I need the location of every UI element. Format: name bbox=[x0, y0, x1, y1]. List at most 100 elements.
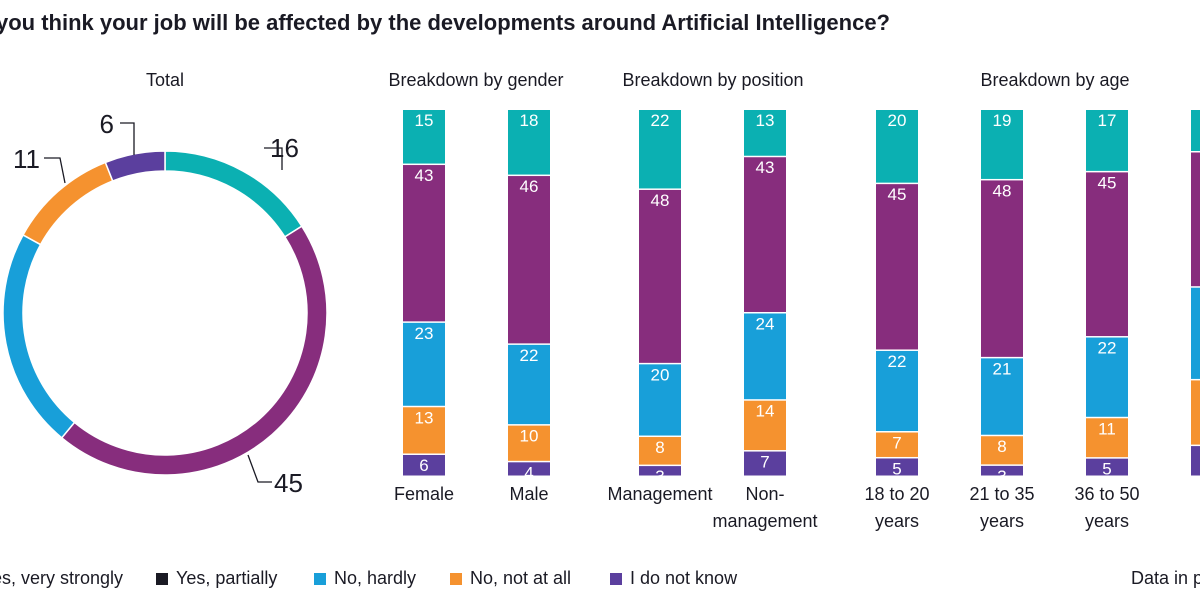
bar-segment bbox=[639, 364, 681, 436]
donut-data-label: 11 bbox=[13, 144, 40, 174]
bar-data-label: 46 bbox=[520, 177, 539, 196]
bar-data-label: 48 bbox=[993, 181, 1012, 200]
legend-swatch bbox=[610, 573, 622, 585]
section-age-label: Breakdown by age bbox=[980, 70, 1130, 90]
bar-data-label: 45 bbox=[888, 185, 907, 204]
legend-swatch bbox=[450, 573, 462, 585]
legend-label: es, very strongly bbox=[0, 568, 124, 588]
donut-leader-line bbox=[247, 454, 272, 483]
bar-data-label: 13 bbox=[415, 408, 434, 427]
bar-data-label: 6 bbox=[419, 456, 428, 475]
bar-data-label: 22 bbox=[651, 111, 670, 130]
bar-segment bbox=[744, 110, 786, 156]
bar-data-label: 5 bbox=[892, 459, 901, 478]
donut-slice bbox=[60, 225, 328, 476]
section-position-label: Breakdown by position bbox=[622, 70, 804, 90]
bar-segment bbox=[876, 184, 918, 350]
donut-slice bbox=[164, 150, 303, 238]
bar-segment bbox=[403, 110, 445, 164]
bar-segment bbox=[1086, 418, 1128, 458]
category-tick-label: 21 to 35 bbox=[969, 484, 1034, 504]
bar-data-label: 22 bbox=[1098, 339, 1117, 358]
legend-item: No, hardly bbox=[314, 568, 416, 589]
bar-segment bbox=[744, 400, 786, 451]
category-tick-label: Management bbox=[607, 484, 712, 504]
donut-slice bbox=[22, 161, 114, 246]
legend-item: No, not at all bbox=[450, 568, 571, 589]
bar-segment bbox=[744, 157, 786, 312]
legend-label: Yes, partially bbox=[176, 568, 278, 588]
bar-segment bbox=[1086, 110, 1128, 171]
bar-segment bbox=[403, 454, 445, 476]
bar-data-label: 23 bbox=[415, 324, 434, 343]
bar-data-label: 7 bbox=[760, 453, 769, 472]
section-total-label: Total bbox=[145, 70, 185, 90]
bar-segment bbox=[981, 436, 1023, 465]
bar-segment bbox=[1191, 152, 1200, 287]
category-tick-label: Female bbox=[394, 484, 454, 504]
legend-swatch bbox=[156, 573, 168, 585]
bar-segment bbox=[876, 458, 918, 476]
bar-data-label: 7 bbox=[892, 434, 901, 453]
bar-segment bbox=[1086, 172, 1128, 337]
bar-segment bbox=[981, 180, 1023, 357]
legend-label: No, hardly bbox=[334, 568, 417, 588]
bar-data-label: 4 bbox=[524, 463, 533, 482]
bar-segment bbox=[639, 189, 681, 363]
legend: es, very strongly Yes, partially No, har… bbox=[0, 568, 1200, 592]
donut-data-label: 6 bbox=[100, 109, 114, 139]
legend-item: Yes, partially bbox=[156, 568, 277, 589]
bar-segment bbox=[639, 437, 681, 465]
donut-slice bbox=[2, 233, 76, 439]
bar-data-label: 8 bbox=[997, 437, 1006, 456]
bar-data-label: 10 bbox=[520, 427, 539, 446]
bar-data-label: 11 bbox=[1098, 419, 1116, 438]
category-tick-label: 18 to 20 bbox=[864, 484, 929, 504]
bar-data-label: 18 bbox=[520, 111, 539, 130]
bar-segment bbox=[876, 110, 918, 183]
category-tick-label: years bbox=[875, 511, 919, 531]
bar-data-label: 14 bbox=[756, 402, 775, 421]
bar-segment bbox=[981, 465, 1023, 476]
bar-data-label: 17 bbox=[1098, 111, 1117, 130]
bar-segment bbox=[1191, 110, 1200, 151]
bar-data-label: 43 bbox=[415, 166, 434, 185]
section-gender-label: Breakdown by gender bbox=[388, 70, 564, 90]
donut-leader-line bbox=[120, 122, 135, 155]
bar-data-label: 48 bbox=[651, 191, 670, 210]
bar-segment bbox=[1191, 380, 1200, 445]
donut-slice bbox=[104, 150, 166, 182]
legend-label: I do not know bbox=[630, 568, 738, 588]
bar-segment bbox=[508, 176, 550, 344]
category-tick-label: 36 to 50 bbox=[1074, 484, 1139, 504]
bar-segment bbox=[639, 466, 681, 476]
bar-data-label: 22 bbox=[888, 352, 907, 371]
chart-canvas: 16 45 11 6 15 43 23 13 6 Female 18 46 22 10 4 Male 22 48 2… bbox=[2, 109, 1200, 531]
category-tick-label: Non- bbox=[745, 484, 784, 504]
bar-segment bbox=[1191, 287, 1200, 379]
donut-data-label: 16 bbox=[270, 133, 299, 163]
bar-data-label: 21 bbox=[993, 359, 1012, 378]
bar-segment bbox=[639, 110, 681, 189]
bar-data-label: 20 bbox=[888, 111, 907, 130]
category-tick-label: years bbox=[1085, 511, 1129, 531]
bar-segment bbox=[1086, 458, 1128, 476]
bar-segment bbox=[508, 462, 550, 476]
unit-note: Data in p bbox=[1131, 568, 1200, 588]
donut-data-label: 45 bbox=[274, 468, 303, 498]
bar-segment bbox=[403, 165, 445, 322]
category-tick-label: years bbox=[980, 511, 1024, 531]
bar-segment bbox=[876, 350, 918, 432]
bar-data-label: 45 bbox=[1098, 173, 1117, 192]
legend-item: es, very strongly bbox=[0, 568, 123, 589]
donut-leader-line bbox=[44, 157, 66, 184]
bar-data-label: 15 bbox=[415, 111, 434, 130]
bar-data-label: 8 bbox=[655, 438, 664, 457]
bar-segment bbox=[744, 451, 786, 476]
bar-data-label: 43 bbox=[756, 158, 775, 177]
bar-segment bbox=[1191, 446, 1200, 476]
bar-segment bbox=[508, 110, 550, 175]
legend-label: No, not at all bbox=[470, 568, 572, 588]
legend-item: I do not know bbox=[610, 568, 737, 589]
chart-title: you think your job will be affected by t… bbox=[0, 10, 890, 35]
